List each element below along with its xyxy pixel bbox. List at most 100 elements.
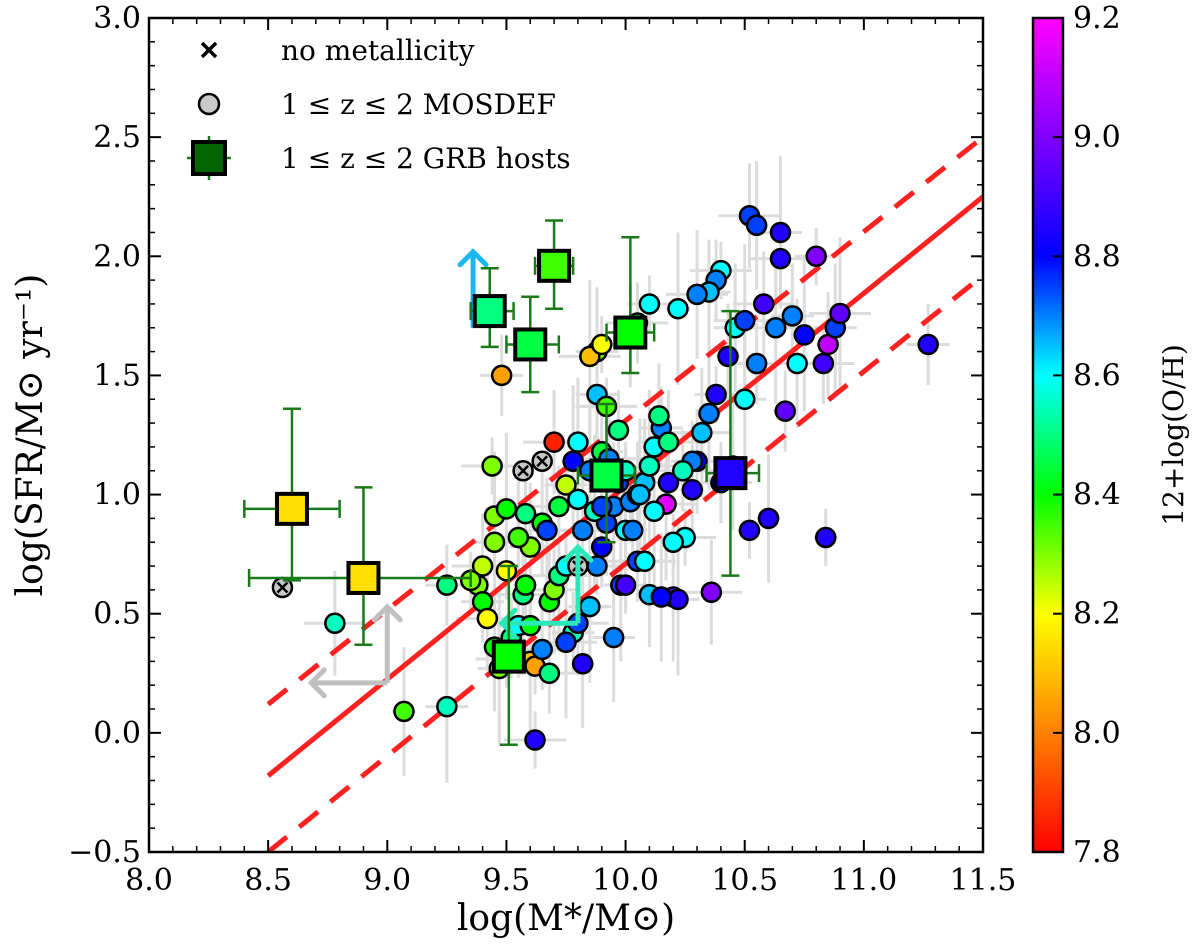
mosdef-point: [436, 574, 458, 596]
colorbar-tick-label: 9.0: [1073, 120, 1121, 155]
limit-arrowhead: [562, 543, 594, 563]
x-tick-label: 8.0: [125, 863, 173, 898]
mosdef-point: [764, 317, 787, 339]
colorbar-tick-label: 8.0: [1073, 716, 1121, 751]
mosdef-point: [495, 498, 518, 520]
x-tick-label: 9.0: [363, 863, 411, 898]
mosdef-point: [917, 333, 939, 356]
no-metallicity-cross: [517, 464, 529, 477]
legend-x-icon: [200, 41, 218, 59]
grb-square: [472, 294, 507, 329]
mosdef-point: [483, 531, 506, 553]
mosdef-point: [571, 519, 594, 542]
grb-host: [469, 266, 515, 349]
y-tick-label: 2.5: [93, 120, 141, 155]
colorbar-title: 12+log(O/H): [1157, 344, 1190, 525]
no-metallicity-point: [512, 459, 534, 482]
plot-frame: [147, 16, 985, 854]
colorbar-tick-label: 7.8: [1073, 835, 1121, 870]
mosdef-point: [324, 612, 346, 634]
mosdef-point: [691, 421, 713, 444]
x-axis-title: log(M*/M⊙): [457, 898, 675, 939]
colorbar-tick-label: 8.4: [1073, 478, 1121, 513]
mosdef-point: [648, 405, 670, 427]
grb-square: [537, 248, 572, 283]
grb-host: [705, 309, 761, 577]
mosdef-point: [829, 302, 851, 325]
mosdef-point: [812, 352, 835, 375]
mosdef-point: [638, 293, 661, 315]
mosdef-point: [781, 305, 804, 327]
mosdef-point: [717, 345, 739, 368]
grb-host: [491, 564, 526, 747]
mosdef-point: [672, 459, 694, 482]
mosdef-point: [607, 419, 630, 441]
colorbar-tick-label: 9.2: [1073, 1, 1121, 36]
mosdef-point: [681, 479, 704, 501]
mosdef-point: [700, 581, 723, 604]
mosdef-point: [733, 388, 756, 411]
mosdef-point: [753, 293, 775, 315]
legend-label: 1 ≤ z ≤ 2 GRB hosts: [281, 142, 571, 175]
colorbar-tick-label: 8.2: [1073, 597, 1121, 632]
mosdef-point: [579, 595, 601, 618]
grb-host: [505, 295, 561, 394]
colorbar-tick-label: 8.6: [1073, 358, 1121, 393]
mosdef-point: [555, 474, 577, 496]
y-tick-label: −0.5: [68, 835, 141, 870]
legend-square-icon: [191, 140, 227, 176]
mosdef-point: [705, 383, 727, 406]
no-metallicity-point: [271, 576, 294, 599]
x-tick-label: 9.5: [483, 863, 531, 898]
mosdef-point: [507, 526, 530, 549]
mosdef-point: [650, 586, 673, 608]
grb-square: [589, 458, 624, 493]
mosdef-point: [638, 455, 661, 477]
mosdef-point: [590, 333, 613, 356]
mosdef-point: [633, 550, 656, 573]
line-upper-scatter: [266, 135, 983, 707]
grb-square: [491, 639, 526, 674]
mosdef-point: [614, 574, 637, 596]
x-tick-label: 11.0: [830, 863, 897, 898]
mosdef-point: [745, 214, 768, 237]
mosdef-point: [567, 431, 589, 453]
legend-entry: no metallicity: [200, 34, 475, 67]
mosdef-point: [471, 555, 494, 577]
mosdef-point: [733, 309, 756, 332]
y-tick-label: 1.0: [93, 478, 141, 513]
mosdef-point: [698, 402, 720, 425]
mosdef-point: [629, 483, 651, 506]
limit-arrowhead: [457, 248, 489, 268]
y-tick-label: 2.0: [93, 239, 141, 274]
mosdef-point: [543, 431, 565, 453]
no-metallicity-cross: [536, 455, 549, 468]
mosdef-point: [571, 653, 594, 675]
mosdef-point: [495, 560, 518, 582]
grb-host: [533, 219, 575, 310]
mosdef-point: [481, 455, 503, 477]
x-tick-label: 10.5: [711, 863, 778, 898]
no-metallicity-point: [531, 450, 553, 472]
grb-square: [513, 327, 548, 362]
mosdef-point: [805, 245, 827, 268]
mosdef-point: [490, 364, 513, 387]
mosdef-point: [745, 352, 768, 375]
mosdef-point: [524, 729, 546, 751]
line-lower-scatter: [266, 273, 983, 852]
no-metallicity-cross: [276, 581, 289, 594]
mosdef-point: [793, 324, 816, 346]
legend-entry: 1 ≤ z ≤ 2 MOSDEF: [197, 88, 556, 121]
mosdef-point: [621, 519, 644, 542]
mosdef-point: [590, 495, 613, 518]
mosdef-point: [393, 700, 415, 723]
mosdef-point: [757, 507, 780, 530]
legend-label: no metallicity: [281, 34, 475, 67]
x-tick-label: 10.0: [592, 863, 659, 898]
mosdef-point: [555, 631, 577, 654]
limit-arrow: [307, 603, 403, 699]
mosdef-point: [536, 519, 558, 542]
mosdef-point: [814, 526, 837, 549]
grb-host: [247, 486, 472, 646]
